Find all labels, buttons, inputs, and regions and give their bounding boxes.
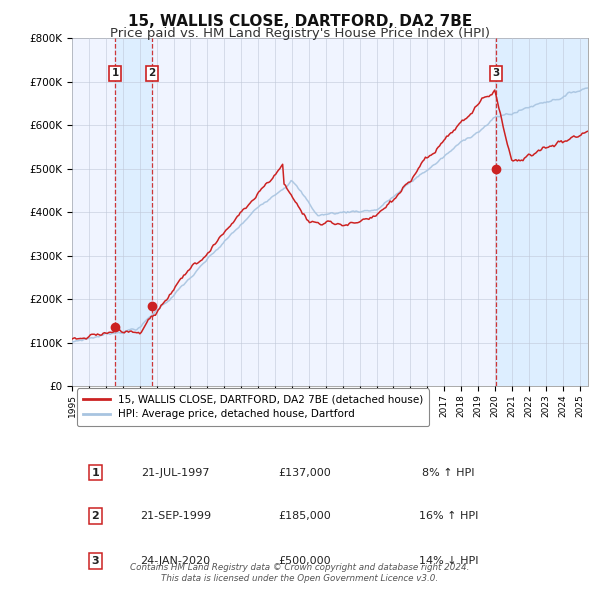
Text: 14% ↓ HPI: 14% ↓ HPI: [419, 556, 478, 566]
Text: 2: 2: [91, 511, 99, 521]
Text: 1: 1: [112, 68, 119, 78]
Text: 15, WALLIS CLOSE, DARTFORD, DA2 7BE: 15, WALLIS CLOSE, DARTFORD, DA2 7BE: [128, 14, 472, 29]
Text: 2: 2: [148, 68, 155, 78]
Text: 21-JUL-1997: 21-JUL-1997: [141, 468, 209, 478]
Text: 8% ↑ HPI: 8% ↑ HPI: [422, 468, 475, 478]
Text: 3: 3: [493, 68, 500, 78]
Text: 21-SEP-1999: 21-SEP-1999: [140, 511, 211, 521]
Text: 24-JAN-2020: 24-JAN-2020: [140, 556, 210, 566]
Text: £185,000: £185,000: [278, 511, 331, 521]
Bar: [496, 38, 588, 386]
Text: £500,000: £500,000: [278, 556, 331, 566]
Text: 16% ↑ HPI: 16% ↑ HPI: [419, 511, 478, 521]
Text: Price paid vs. HM Land Registry's House Price Index (HPI): Price paid vs. HM Land Registry's House …: [110, 27, 490, 40]
Text: This data is licensed under the Open Government Licence v3.0.: This data is licensed under the Open Gov…: [161, 573, 439, 583]
Legend: 15, WALLIS CLOSE, DARTFORD, DA2 7BE (detached house), HPI: Average price, detach: 15, WALLIS CLOSE, DARTFORD, DA2 7BE (det…: [77, 388, 430, 425]
Text: 1: 1: [91, 468, 99, 478]
Text: Contains HM Land Registry data © Crown copyright and database right 2024.: Contains HM Land Registry data © Crown c…: [130, 563, 470, 572]
Text: 3: 3: [91, 556, 99, 566]
Text: £137,000: £137,000: [278, 468, 331, 478]
Bar: [115, 38, 152, 386]
